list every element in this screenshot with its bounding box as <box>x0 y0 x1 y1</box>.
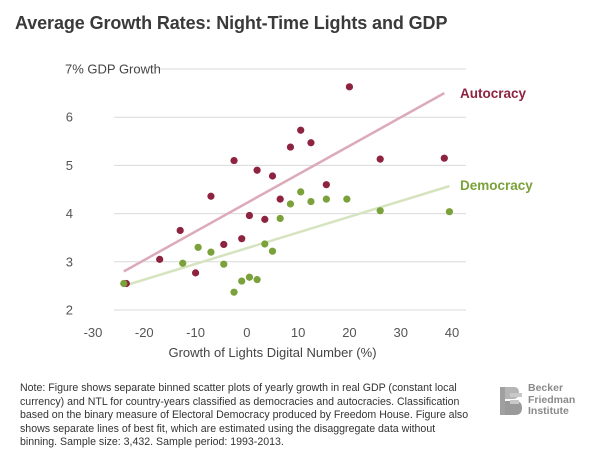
point-autocracy <box>191 269 200 277</box>
x-tick-label: 0 <box>243 325 250 340</box>
logo-text: Becker Friedman Institute <box>528 382 576 418</box>
point-autocracy <box>345 83 354 91</box>
x-tick-label: -30 <box>84 325 103 340</box>
x-tick-labels: -30 -20 -10 0 10 20 30 40 <box>84 325 460 340</box>
point-autocracy <box>220 240 228 249</box>
point-autocracy <box>322 181 330 189</box>
point-democracy <box>253 276 261 284</box>
logo-line-1: Becker <box>528 382 564 394</box>
point-democracy <box>376 207 384 215</box>
point-autocracy <box>376 155 384 163</box>
x-tick-label: -10 <box>186 325 205 340</box>
point-autocracy <box>253 166 261 174</box>
footnote: Note: Figure shows separate binned scatt… <box>20 382 469 449</box>
point-autocracy <box>268 172 277 180</box>
bfi-logo-icon <box>500 387 522 415</box>
y-tick-label: 6 <box>66 110 73 125</box>
point-democracy <box>276 214 284 223</box>
point-autocracy <box>207 192 215 200</box>
grid-lines <box>114 68 466 311</box>
y-tick-label: 3 <box>66 254 73 269</box>
point-democracy <box>230 288 238 296</box>
logo-line-2: Friedman <box>528 393 576 406</box>
x-tick-label: 30 <box>393 325 407 340</box>
point-democracy <box>297 188 305 196</box>
point-autocracy <box>286 143 295 151</box>
point-autocracy <box>307 139 315 147</box>
point-democracy <box>261 240 269 248</box>
becker-friedman-logo: Becker Friedman Institute <box>497 382 597 423</box>
x-tick-label: -20 <box>135 325 154 340</box>
point-democracy <box>307 197 315 206</box>
point-democracy <box>322 195 330 203</box>
x-tick-label: 10 <box>291 325 305 340</box>
series-label-democracy: Democracy <box>460 178 533 193</box>
point-autocracy <box>156 255 164 263</box>
fit-lines <box>123 92 450 288</box>
point-autocracy <box>176 226 184 235</box>
x-axis-label: Growth of Lights Digital Number (%) <box>168 345 376 360</box>
scatter-chart: 2 3 4 5 6 -30 -20 -10 0 10 20 30 40 Autocracy Democr… <box>65 62 533 361</box>
point-democracy <box>245 273 254 281</box>
y-axis-label: 7% GDP Growth <box>65 62 161 77</box>
point-democracy <box>343 195 351 203</box>
chart-title: Average Growth Rates: Night-Time Lights … <box>15 13 448 33</box>
x-tick-label: 20 <box>342 325 356 340</box>
y-tick-labels: 2 3 4 5 6 <box>66 110 73 318</box>
fit-line-autocracy <box>123 92 445 273</box>
point-democracy <box>194 243 202 251</box>
x-tick-label: 40 <box>445 325 459 340</box>
data-points <box>120 83 454 296</box>
y-tick-label: 2 <box>66 303 73 318</box>
point-autocracy <box>238 235 246 243</box>
point-democracy <box>220 260 228 268</box>
series-label-autocracy: Autocracy <box>460 86 527 101</box>
logo-line-3: Institute <box>528 405 569 417</box>
point-democracy <box>120 279 128 288</box>
y-tick-label: 4 <box>66 206 73 221</box>
point-autocracy <box>440 154 448 162</box>
point-democracy <box>207 248 215 256</box>
point-autocracy <box>261 215 269 223</box>
point-democracy <box>286 200 295 208</box>
point-autocracy <box>245 211 254 220</box>
series-labels: Autocracy Democracy <box>460 86 533 193</box>
point-autocracy <box>297 126 305 134</box>
point-democracy <box>238 277 246 285</box>
point-autocracy <box>230 156 238 165</box>
point-democracy <box>445 208 454 216</box>
point-democracy <box>268 247 277 255</box>
point-autocracy <box>276 195 284 203</box>
y-tick-label: 5 <box>66 158 73 173</box>
fit-line-democracy <box>123 184 450 288</box>
point-democracy <box>179 259 187 267</box>
